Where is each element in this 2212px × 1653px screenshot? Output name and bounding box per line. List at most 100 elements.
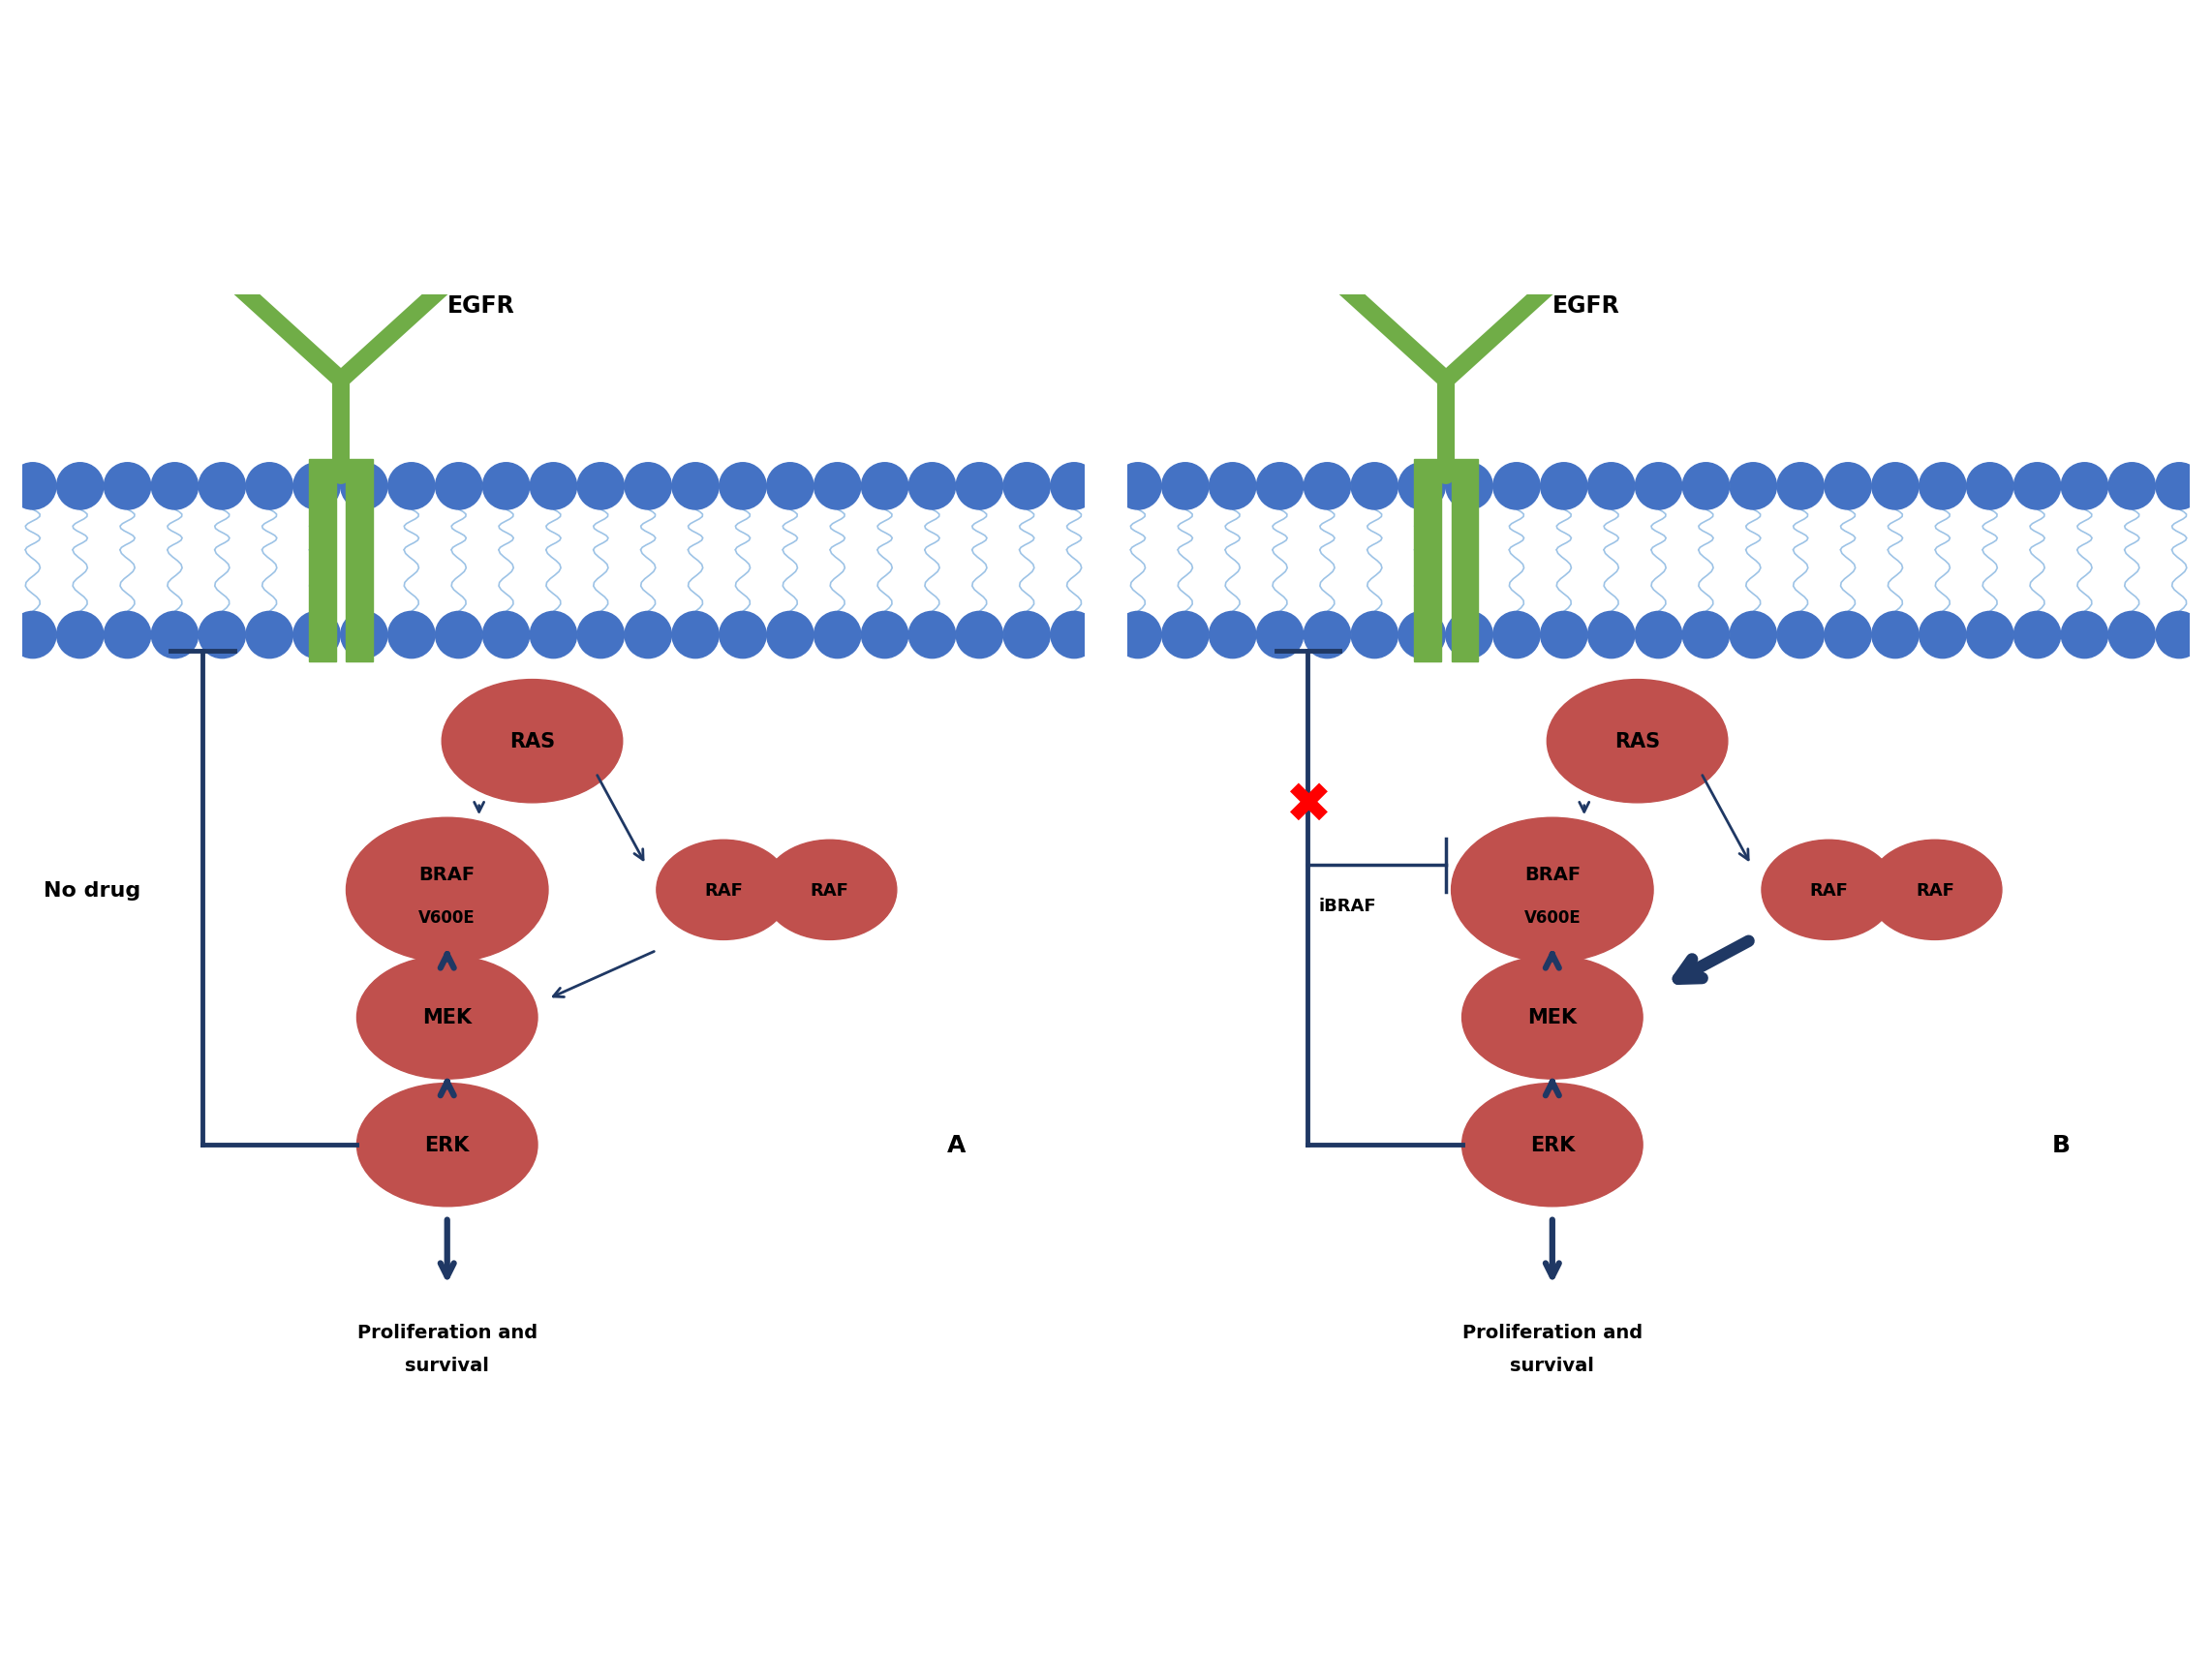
Circle shape [9, 463, 55, 511]
Circle shape [2013, 612, 2062, 660]
Circle shape [1871, 463, 1918, 511]
Circle shape [577, 463, 624, 511]
Circle shape [150, 612, 199, 660]
Circle shape [199, 463, 246, 511]
Text: EGFR: EGFR [447, 294, 515, 317]
Circle shape [1303, 612, 1352, 660]
Circle shape [1161, 612, 1208, 660]
Text: EGFR: EGFR [1553, 294, 1619, 317]
Text: ERK: ERK [1531, 1136, 1575, 1155]
Circle shape [104, 612, 150, 660]
Circle shape [909, 612, 956, 660]
Circle shape [1398, 612, 1444, 660]
Text: MEK: MEK [1528, 1008, 1577, 1027]
FancyBboxPatch shape [1451, 460, 1478, 661]
Circle shape [2157, 463, 2203, 511]
Text: MEK: MEK [422, 1008, 471, 1027]
Ellipse shape [356, 955, 538, 1079]
Circle shape [624, 463, 672, 511]
Circle shape [1004, 612, 1051, 660]
Circle shape [294, 612, 341, 660]
Circle shape [482, 612, 529, 660]
Circle shape [1256, 612, 1303, 660]
Circle shape [2108, 612, 2154, 660]
Text: Proliferation and
survival: Proliferation and survival [1462, 1324, 1644, 1375]
Circle shape [387, 463, 436, 511]
Circle shape [2108, 463, 2154, 511]
Circle shape [531, 463, 577, 511]
Ellipse shape [1462, 1083, 1644, 1207]
Circle shape [1161, 463, 1208, 511]
Circle shape [1730, 612, 1776, 660]
Ellipse shape [356, 1083, 538, 1207]
Ellipse shape [1546, 679, 1728, 803]
Text: iBRAF: iBRAF [1318, 898, 1376, 914]
Circle shape [1683, 612, 1730, 660]
Circle shape [2013, 463, 2062, 511]
Text: RAS: RAS [1615, 732, 1661, 750]
Ellipse shape [1462, 955, 1644, 1079]
Circle shape [1966, 463, 2013, 511]
Circle shape [1210, 463, 1256, 511]
Circle shape [1871, 612, 1918, 660]
Circle shape [1115, 463, 1161, 511]
Circle shape [58, 463, 104, 511]
Circle shape [1635, 463, 1681, 511]
Circle shape [1493, 463, 1540, 511]
Text: V600E: V600E [1524, 909, 1582, 926]
Text: RAF: RAF [1809, 881, 1847, 899]
Circle shape [1051, 463, 1097, 511]
Text: V600E: V600E [418, 909, 476, 926]
Ellipse shape [1761, 840, 1896, 941]
Circle shape [909, 463, 956, 511]
Circle shape [199, 612, 246, 660]
Circle shape [2157, 612, 2203, 660]
Text: Proliferation and
survival: Proliferation and survival [356, 1324, 538, 1375]
Circle shape [1303, 463, 1352, 511]
Circle shape [1352, 463, 1398, 511]
Circle shape [1540, 463, 1588, 511]
Circle shape [246, 612, 292, 660]
Circle shape [1920, 612, 1966, 660]
Circle shape [768, 463, 814, 511]
Circle shape [436, 463, 482, 511]
Circle shape [814, 463, 860, 511]
Circle shape [1352, 612, 1398, 660]
Circle shape [436, 612, 482, 660]
Circle shape [341, 463, 387, 511]
Circle shape [1588, 463, 1635, 511]
Circle shape [1447, 463, 1493, 511]
FancyBboxPatch shape [347, 460, 374, 661]
Circle shape [1635, 612, 1681, 660]
Circle shape [956, 612, 1002, 660]
Circle shape [719, 463, 765, 511]
Circle shape [719, 612, 765, 660]
Circle shape [1398, 463, 1444, 511]
Circle shape [860, 463, 909, 511]
Ellipse shape [347, 818, 549, 962]
Text: BRAF: BRAF [1524, 865, 1579, 883]
Ellipse shape [763, 840, 896, 941]
Circle shape [1825, 612, 1871, 660]
Circle shape [672, 612, 719, 660]
Text: A: A [947, 1134, 964, 1157]
Circle shape [1776, 463, 1825, 511]
FancyBboxPatch shape [310, 460, 336, 661]
Circle shape [294, 463, 341, 511]
Text: RAF: RAF [810, 881, 849, 899]
Circle shape [624, 612, 672, 660]
Circle shape [2062, 612, 2108, 660]
Ellipse shape [442, 679, 622, 803]
Text: RAF: RAF [1916, 881, 1953, 899]
Circle shape [1256, 463, 1303, 511]
Text: RAF: RAF [703, 881, 743, 899]
Circle shape [1776, 612, 1825, 660]
Text: ✖: ✖ [1285, 777, 1332, 833]
Circle shape [956, 463, 1002, 511]
Circle shape [1447, 612, 1493, 660]
Circle shape [768, 612, 814, 660]
Circle shape [1730, 463, 1776, 511]
Circle shape [150, 463, 199, 511]
Circle shape [1920, 463, 1966, 511]
Circle shape [1210, 612, 1256, 660]
